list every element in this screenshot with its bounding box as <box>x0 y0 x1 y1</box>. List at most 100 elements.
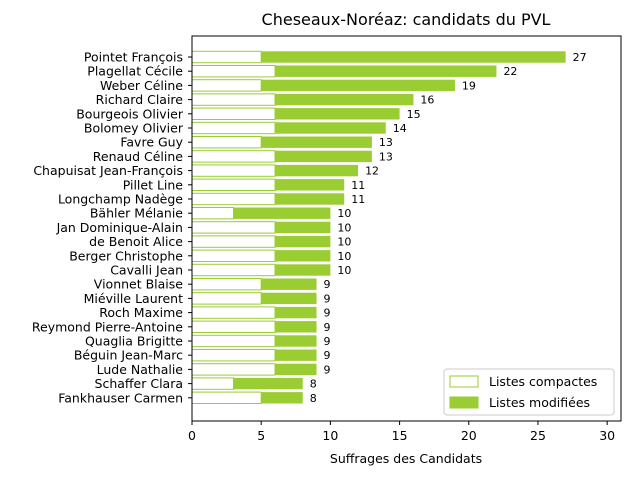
legend-label: Listes compactes <box>489 374 597 389</box>
bar-listes-modifiees <box>275 321 317 333</box>
bar-listes-compactes <box>191 377 235 390</box>
x-tick-label: 10 <box>322 428 338 443</box>
bar-listes-compactes <box>191 93 276 106</box>
x-tick-label: 25 <box>530 428 546 443</box>
bar-listes-compactes <box>191 263 276 277</box>
value-label: 27 <box>573 51 587 64</box>
value-label: 15 <box>407 108 421 121</box>
value-label: 22 <box>503 65 517 78</box>
bar-listes-compactes <box>191 150 276 163</box>
bar-listes-modifiees <box>275 335 317 347</box>
value-label: 14 <box>393 122 407 135</box>
category-label: Vionnet Blaise <box>94 277 184 292</box>
bar-listes-compactes <box>191 121 276 135</box>
plot-area: Pointet François 27 Plagellat Cécile 22 Webe… <box>32 35 622 443</box>
bar-listes-modifiees <box>275 93 414 106</box>
x-tick-label: 0 <box>188 428 196 443</box>
category-label: Béguin Jean-Marc <box>74 348 183 363</box>
category-label: Bourgeois Olivier <box>76 106 184 121</box>
bar-listes-compactes <box>191 50 262 64</box>
category-label: Pointet François <box>84 50 183 65</box>
bar-listes-modifiees <box>275 221 331 234</box>
bar-listes-modifiees <box>275 108 400 120</box>
value-label: 9 <box>324 292 331 305</box>
value-label: 12 <box>365 165 379 178</box>
x-axis-label: Suffrages des Candidats <box>330 451 482 466</box>
bar-listes-compactes <box>191 249 276 263</box>
bar-listes-compactes <box>191 178 276 192</box>
x-tick-label: 15 <box>392 428 408 443</box>
bar-listes-compactes <box>191 192 276 206</box>
value-label: 10 <box>337 264 351 277</box>
bar-listes-compactes <box>191 65 276 78</box>
bar-listes-modifiees <box>275 193 345 205</box>
category-label: Chapuisat Jean-François <box>33 163 183 178</box>
value-label: 10 <box>337 207 351 220</box>
bar-listes-modifiees <box>233 207 331 219</box>
value-label: 9 <box>324 307 331 320</box>
axes-frame <box>191 35 622 422</box>
value-label: 10 <box>337 250 351 263</box>
bar-listes-modifiees <box>261 392 303 404</box>
bar-listes-modifiees <box>261 278 317 290</box>
bar-listes-compactes <box>191 306 276 319</box>
legend-frame <box>443 368 615 416</box>
category-label: Miéville Laurent <box>84 291 183 306</box>
bar-listes-compactes <box>191 278 262 291</box>
value-label: 13 <box>379 136 393 149</box>
x-tick-label: 30 <box>599 428 615 443</box>
category-label: Renaud Céline <box>93 149 184 164</box>
bar-listes-modifiees <box>275 363 317 376</box>
bar-listes-compactes <box>191 334 276 348</box>
bar-listes-compactes <box>191 164 276 177</box>
legend-swatch-listes-compactes <box>449 375 479 388</box>
value-label: 8 <box>310 378 317 391</box>
value-label: 10 <box>337 221 351 234</box>
bar-listes-modifiees <box>275 179 345 191</box>
legend: Listes compactes Listes modifiées <box>443 368 615 416</box>
category-label: Schaffer Clara <box>95 376 183 391</box>
value-label: 10 <box>337 236 351 249</box>
category-label: Favre Guy <box>120 135 183 150</box>
category-label: Jan Dominique-Alain <box>56 220 183 235</box>
bar-listes-modifiees <box>261 136 372 148</box>
bar-listes-modifiees <box>275 306 317 319</box>
bar-listes-compactes <box>191 235 276 248</box>
bar-listes-modifiees <box>275 150 372 163</box>
bar-listes-modifiees <box>275 264 331 276</box>
category-label: Quaglia Brigitte <box>85 334 183 349</box>
value-label: 9 <box>324 363 331 376</box>
value-label: 9 <box>324 335 331 348</box>
bar-listes-modifiees <box>275 122 386 134</box>
bar-listes-modifiees <box>275 349 317 361</box>
category-label: Cavalli Jean <box>110 263 183 278</box>
category-label: Weber Céline <box>100 78 183 93</box>
bar-listes-modifiees <box>275 164 359 177</box>
legend-swatch-listes-modifiees <box>449 396 479 409</box>
bar-listes-modifiees <box>233 377 303 390</box>
value-label: 9 <box>324 349 331 362</box>
category-label: Roch Maxime <box>99 305 183 320</box>
category-label: Longchamp Nadège <box>58 192 183 207</box>
value-label: 13 <box>379 150 393 163</box>
value-label: 9 <box>324 278 331 291</box>
bar-listes-compactes <box>191 363 276 376</box>
legend-label: Listes modifiées <box>489 395 590 410</box>
value-label: 9 <box>324 321 331 334</box>
bar-listes-compactes <box>191 79 262 92</box>
category-label: Bähler Mélanie <box>90 206 183 221</box>
bar-listes-compactes <box>191 136 262 149</box>
category-label: Richard Claire <box>96 92 184 107</box>
bar-listes-compactes <box>191 292 262 305</box>
chart-title: Cheseaux-Noréaz: candidats du PVL <box>262 10 551 29</box>
x-tick-label: 5 <box>257 428 265 443</box>
category-label: Plagellat Cécile <box>87 64 183 79</box>
value-label: 11 <box>351 179 365 192</box>
bar-listes-modifiees <box>275 250 331 262</box>
category-label: Bolomey Olivier <box>84 121 184 136</box>
x-tick-label: 20 <box>461 428 477 443</box>
bar-listes-modifiees <box>275 235 331 248</box>
value-label: 8 <box>310 392 317 405</box>
category-label: Berger Christophe <box>69 248 183 263</box>
